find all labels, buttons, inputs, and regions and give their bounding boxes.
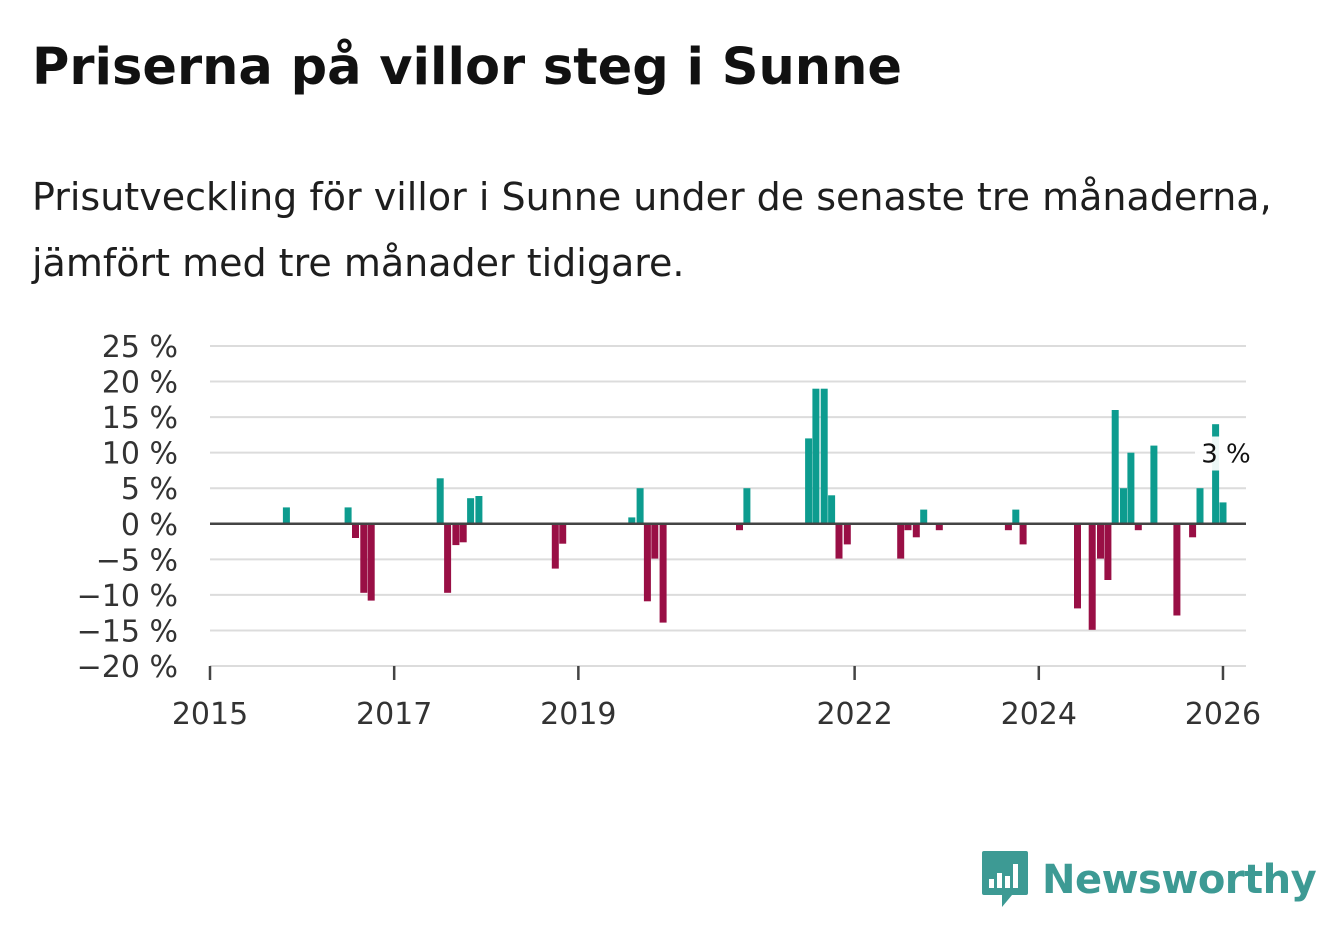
bar-positive [1219, 502, 1227, 524]
annotation-label: 3 % [1201, 439, 1251, 469]
bar-positive [636, 488, 644, 524]
y-tick-label: −15 % [77, 614, 178, 649]
bar-positive [812, 388, 820, 524]
y-tick-label: 25 % [102, 330, 178, 365]
x-axis-ticks: 2015 2017 2019 2022 2024 2026 [172, 666, 1261, 732]
bar-negative [452, 523, 460, 546]
bar-positive [920, 509, 928, 524]
bar-negative [1134, 523, 1142, 531]
brand-name: Newsworthy [1042, 857, 1317, 903]
x-tick-label: 2015 [172, 697, 248, 732]
x-tick-label: 2019 [540, 697, 616, 732]
bar-positive [805, 438, 813, 524]
bar-negative [935, 523, 943, 531]
x-tick-label: 2017 [356, 697, 432, 732]
bar-positive [1120, 488, 1127, 524]
bar-negative [444, 523, 452, 593]
bar-positive [743, 488, 751, 524]
bar-positive [1012, 509, 1020, 524]
bar-positive [1212, 424, 1220, 524]
annotation-background [1194, 436, 1257, 471]
y-tick-label: 10 % [102, 437, 178, 472]
bar-positive [1111, 410, 1119, 524]
bar-negative [352, 523, 359, 538]
bar-negative [912, 523, 920, 538]
bar-negative [1097, 523, 1104, 559]
annotations: 3 % [1194, 436, 1257, 471]
chart-title: Priserna på villor steg i Sunne [32, 38, 902, 97]
bar-negative [367, 523, 375, 601]
y-tick-label: −5 % [96, 543, 178, 578]
y-tick-label: 20 % [102, 366, 178, 401]
bar-negative [1019, 523, 1027, 545]
bar-negative [1173, 523, 1181, 616]
bar-negative [897, 523, 905, 559]
bar-negative [643, 523, 651, 602]
bar-positive [1127, 452, 1135, 524]
bar-positive [1196, 488, 1204, 524]
y-axis-ticks: 25 %20 %15 %10 %5 %0 %−5 %−10 %−15 %−20 … [77, 330, 178, 685]
bar-negative [904, 523, 912, 531]
y-tick-label: −10 % [77, 579, 178, 614]
chart-subtitle: Prisutveckling för villor i Sunne under … [32, 175, 1272, 285]
bar-positive [628, 517, 636, 524]
bar-positive [467, 498, 475, 524]
x-tick-label: 2024 [1001, 697, 1077, 732]
bar-negative [1104, 523, 1112, 580]
bar-positive [820, 388, 828, 524]
newsworthy-logo-icon [982, 851, 1028, 907]
y-tick-label: 5 % [121, 472, 178, 507]
y-tick-label: 0 % [121, 508, 178, 543]
y-tick-label: −20 % [77, 650, 178, 685]
brand: Newsworthy [980, 848, 1317, 912]
bar-positive [475, 496, 483, 524]
bar-negative [559, 523, 567, 544]
bar-negative [360, 523, 368, 593]
axes [210, 522, 1246, 667]
bar-positive [436, 478, 444, 524]
x-tick-label: 2022 [816, 697, 892, 732]
bar-negative [659, 523, 667, 623]
bar-negative [651, 523, 659, 559]
bar-positive [344, 507, 352, 524]
bar-negative [736, 523, 743, 531]
bar-negative [459, 523, 467, 543]
bar-negative [1074, 523, 1081, 609]
x-tick-label: 2026 [1185, 697, 1261, 732]
bar-negative [1004, 523, 1012, 531]
bar-negative [1088, 523, 1096, 630]
bar-negative [551, 523, 559, 569]
bar-positive [828, 495, 836, 524]
bar-negative [843, 523, 851, 545]
bar-positive [1150, 445, 1158, 524]
bars [282, 388, 1227, 630]
bar-positive [282, 507, 290, 524]
bar-negative [835, 523, 843, 559]
y-tick-label: 15 % [102, 401, 178, 436]
bar-negative [1189, 523, 1197, 538]
